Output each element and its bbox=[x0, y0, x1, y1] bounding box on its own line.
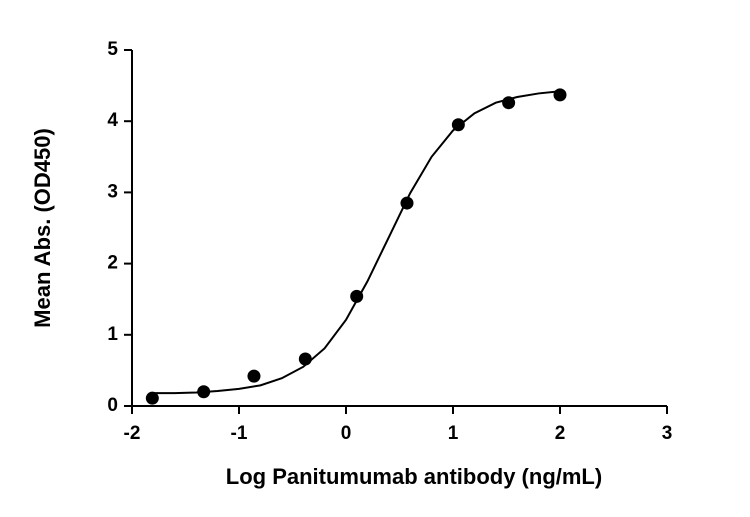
y-axis-label: Mean Abs. (OD450) bbox=[30, 128, 55, 328]
x-tick-label: 3 bbox=[662, 423, 673, 444]
y-tick-label: 5 bbox=[107, 39, 118, 60]
y-tick-label: 2 bbox=[107, 253, 118, 274]
y-tick-label: 4 bbox=[107, 110, 118, 131]
data-point bbox=[247, 369, 261, 383]
data-point bbox=[502, 96, 516, 110]
x-axis-label: Log Panitumumab antibody (ng/mL) bbox=[226, 464, 602, 489]
y-tick-label: 1 bbox=[107, 324, 118, 345]
x-tick-label: 1 bbox=[448, 423, 459, 444]
x-tick-label: -2 bbox=[124, 423, 141, 444]
data-point bbox=[298, 352, 312, 366]
data-point bbox=[400, 196, 414, 210]
data-point bbox=[451, 118, 465, 132]
x-tick-label: -1 bbox=[231, 423, 248, 444]
data-point bbox=[350, 289, 364, 303]
y-tick-label: 0 bbox=[107, 395, 118, 416]
y-tick-label: 3 bbox=[107, 181, 118, 202]
data-point bbox=[197, 385, 211, 399]
x-tick-label: 0 bbox=[341, 423, 352, 444]
data-point bbox=[553, 88, 567, 102]
data-point bbox=[145, 391, 159, 405]
x-tick-label: 2 bbox=[555, 423, 566, 444]
fit-curve bbox=[153, 90, 561, 395]
